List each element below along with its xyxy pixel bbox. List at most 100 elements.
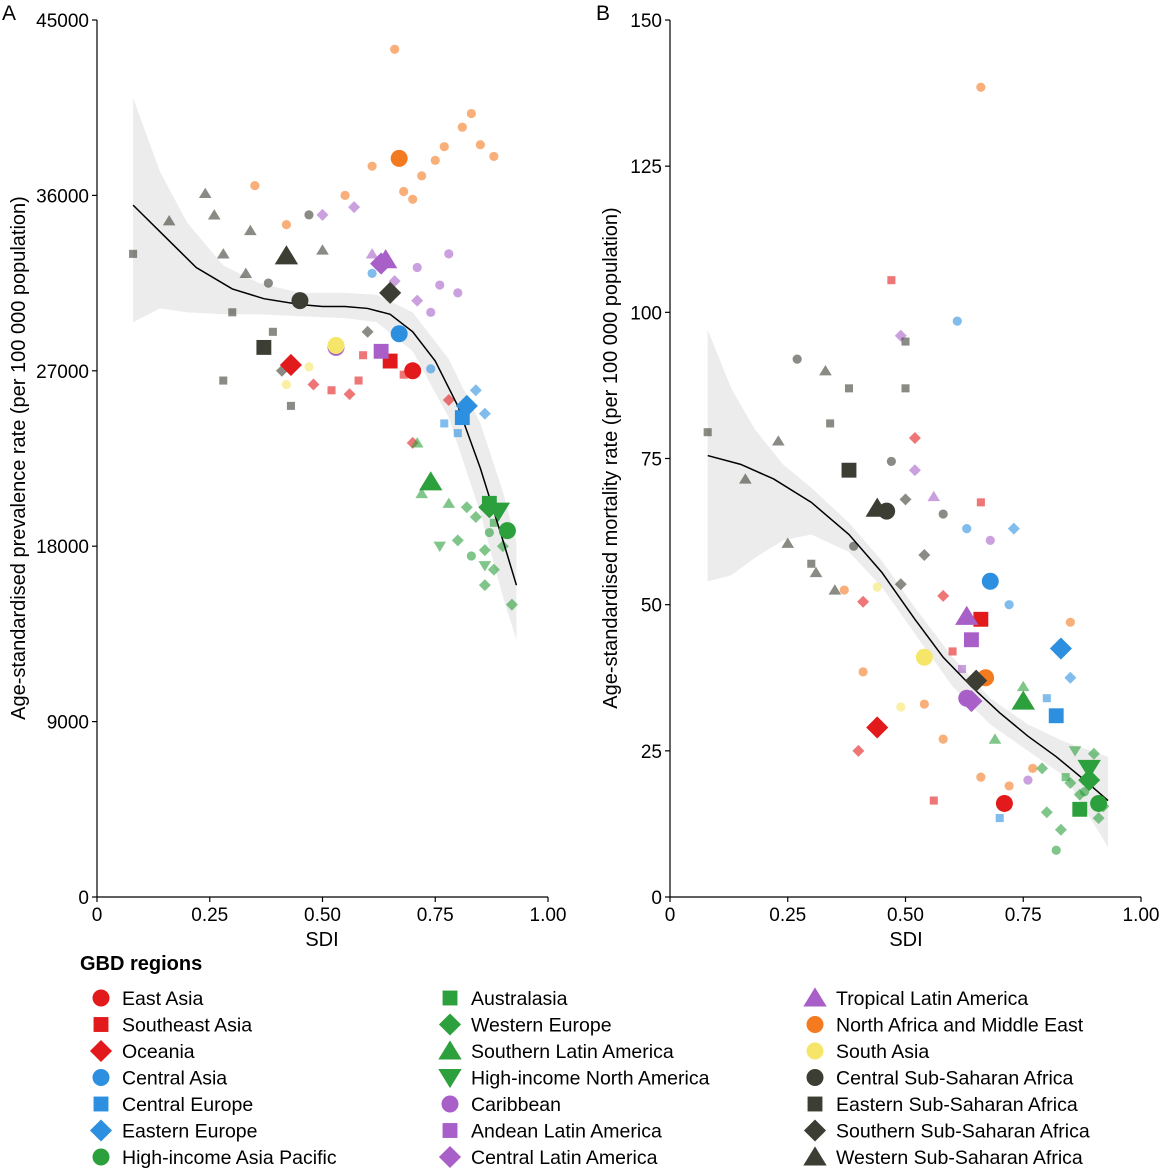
panel-b-confidence-band: [707, 329, 1109, 848]
country-point-tropical-latin-america: [927, 490, 941, 502]
y-tick-label: 36000: [36, 186, 89, 207]
panel-a-letter: A: [2, 2, 16, 25]
country-point-southern-latin-america: [415, 487, 429, 499]
country-point-southern-latin-america: [1016, 680, 1030, 692]
country-point-central-latin-america: [894, 329, 907, 342]
x-tick-label: 0: [92, 905, 103, 926]
country-point-western-sub-saharan-africa: [772, 435, 785, 446]
y-tick-label: 45000: [36, 11, 89, 32]
y-tick-label: 50: [641, 596, 662, 617]
country-point-southeast-asia: [929, 796, 938, 805]
y-tick-label: 100: [630, 303, 662, 324]
country-point-western-sub-saharan-africa: [828, 584, 842, 595]
region-point-western-europe: [1078, 769, 1101, 792]
y-tick-label: 0: [78, 888, 89, 909]
legend-item-western-europe: Western Europe: [438, 1013, 612, 1037]
country-point-north-africa-and-middle-east: [976, 82, 986, 92]
country-point-north-africa-and-middle-east: [919, 699, 929, 709]
panel-a-trend-line: [132, 204, 518, 586]
country-point-eastern-europe: [478, 407, 491, 420]
region-point-eastern-sub-saharan-africa: [841, 462, 857, 478]
country-point-caribbean: [453, 288, 463, 298]
country-point-north-africa-and-middle-east: [938, 734, 948, 744]
legend-label: Southern Sub-Saharan Africa: [836, 1121, 1090, 1143]
central-europe-legend-symbol: [93, 1096, 109, 1112]
southeast-asia-legend-symbol: [93, 1017, 109, 1032]
panel-a-region-points: [256, 149, 516, 540]
country-point-central-latin-america: [411, 294, 424, 307]
country-point-southeast-asia: [948, 647, 957, 656]
region-point-central-europe: [1048, 708, 1064, 724]
legend-label: Western Europe: [471, 1015, 612, 1037]
legend-item-caribbean: Caribbean: [441, 1094, 561, 1116]
country-point-high-income-north-america: [1068, 746, 1082, 757]
country-point-eastern-sub-saharan-africa: [844, 384, 854, 393]
country-point-north-africa-and-middle-east: [976, 772, 986, 782]
legend-item-east-asia: East Asia: [92, 988, 203, 1010]
region-point-south-asia: [915, 648, 933, 666]
australasia-legend-symbol: [442, 990, 458, 1006]
x-tick-label: 1.00: [530, 905, 567, 926]
region-point-eastern-sub-saharan-africa: [256, 339, 272, 355]
north-africa-and-middle-east-legend-symbol: [806, 1016, 824, 1033]
country-point-oceania: [908, 432, 921, 445]
country-point-southern-sub-saharan-africa: [894, 578, 907, 591]
country-point-eastern-sub-saharan-africa: [286, 401, 295, 410]
legend-label: North Africa and Middle East: [836, 1015, 1084, 1037]
y-tick-label: 125: [630, 157, 662, 178]
region-point-east-asia: [995, 794, 1013, 812]
country-point-north-africa-and-middle-east: [457, 122, 467, 132]
country-point-eastern-sub-saharan-africa: [268, 327, 277, 336]
east-asia-legend-symbol: [92, 989, 110, 1007]
region-point-oceania: [279, 353, 302, 377]
country-point-southern-latin-america: [410, 437, 424, 448]
country-point-western-europe: [505, 598, 518, 611]
country-point-central-asia: [367, 268, 377, 278]
region-point-eastern-europe: [455, 394, 478, 417]
region-point-central-asia: [390, 325, 408, 343]
western-sub-saharan-africa-legend-symbol: [803, 1146, 827, 1166]
panel-b-x-axis-title: SDI: [889, 929, 922, 951]
country-point-tropical-latin-america: [365, 248, 379, 259]
region-point-western-sub-saharan-africa: [274, 245, 299, 265]
high-income-north-america-legend-symbol: [438, 1069, 462, 1089]
central-sub-saharan-africa-legend-symbol: [806, 1069, 824, 1086]
country-point-high-income-asia-pacific: [1079, 787, 1090, 797]
country-point-southeast-asia: [887, 276, 896, 285]
region-point-south-asia: [327, 336, 345, 354]
panel-b-country-points: [703, 82, 1110, 855]
country-point-central-asia: [952, 316, 962, 326]
country-point-north-africa-and-middle-east: [475, 140, 485, 150]
country-point-south-asia: [896, 702, 906, 712]
country-point-south-asia: [281, 379, 292, 390]
legend-item-southeast-asia: Southeast Asia: [93, 1015, 252, 1037]
legend-label: Southeast Asia: [122, 1015, 252, 1037]
country-point-western-europe: [496, 540, 509, 553]
country-point-western-sub-saharan-africa: [316, 244, 329, 255]
country-point-high-income-north-america: [433, 541, 447, 552]
country-point-central-europe: [440, 419, 449, 428]
country-point-central-latin-america: [348, 201, 361, 214]
panel-a-y-axis-title: Age-standardised prevalence rate (per 10…: [8, 196, 30, 720]
region-point-southern-latin-america: [1011, 690, 1035, 710]
south-asia-legend-symbol: [806, 1042, 824, 1060]
country-point-western-sub-saharan-africa: [781, 537, 795, 548]
country-point-central-latin-america: [316, 208, 329, 221]
region-point-east-asia: [404, 362, 422, 380]
y-tick-label: 9000: [47, 713, 89, 734]
country-point-western-europe: [478, 544, 491, 557]
country-point-southern-sub-saharan-africa: [899, 493, 912, 506]
country-point-western-sub-saharan-africa: [162, 214, 176, 226]
country-point-western-sub-saharan-africa: [198, 187, 212, 199]
region-point-andean-latin-america: [373, 343, 389, 359]
country-point-north-africa-and-middle-east: [466, 108, 476, 119]
panel-b-letter: B: [596, 2, 610, 25]
x-tick-label: 0.50: [304, 905, 341, 926]
country-point-western-sub-saharan-africa: [207, 209, 221, 220]
country-point-eastern-sub-saharan-africa: [703, 428, 712, 437]
country-point-southern-sub-saharan-africa: [361, 325, 374, 338]
country-point-western-europe: [469, 510, 482, 523]
country-point-western-sub-saharan-africa: [809, 566, 823, 578]
eastern-europe-legend-symbol: [89, 1119, 113, 1142]
country-point-southeast-asia: [354, 376, 363, 385]
